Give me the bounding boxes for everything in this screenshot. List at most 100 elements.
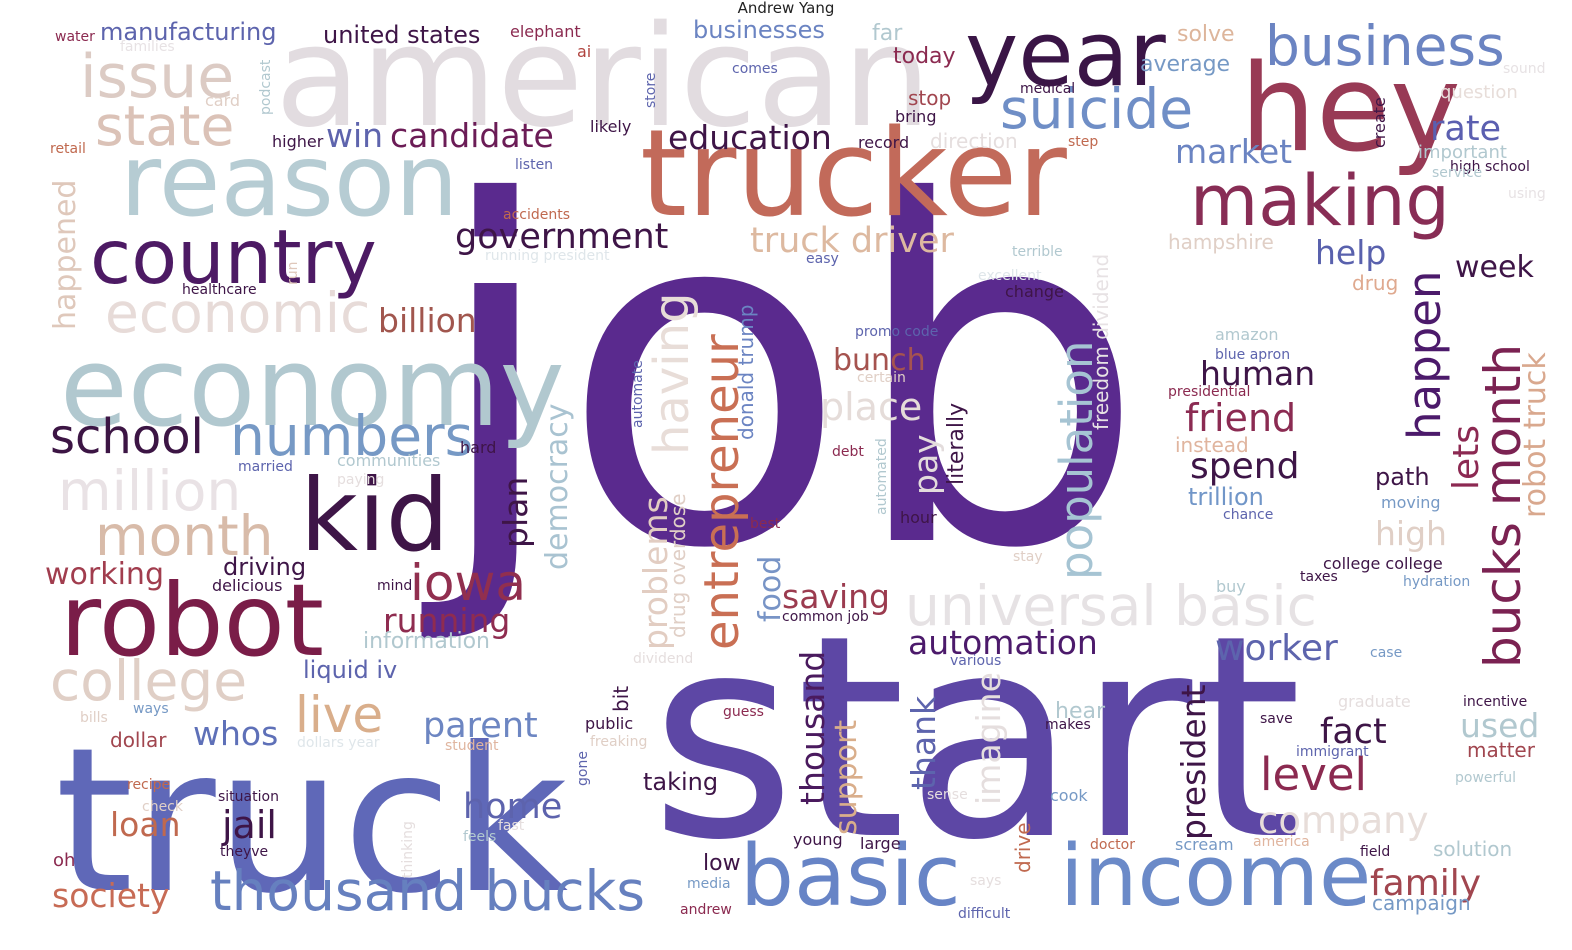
word-moving: moving: [1381, 493, 1441, 512]
word-million: million: [58, 459, 241, 523]
word-andrew: andrew: [680, 902, 732, 918]
word-media: media: [687, 876, 731, 892]
word-year: year: [965, 2, 1166, 107]
word-question: question: [1440, 82, 1518, 103]
word-market: market: [1175, 132, 1292, 171]
word-businesses: businesses: [693, 16, 825, 44]
word-immigrant: immigrant: [1296, 744, 1369, 760]
word-bucks-month: bucks month: [1474, 344, 1532, 668]
word-bunch: bunch: [833, 343, 926, 378]
word-solution: solution: [1433, 837, 1512, 861]
word-direction: direction: [930, 129, 1018, 153]
word-thousand: thousand: [793, 651, 832, 805]
word-universal-basic: universal basic: [905, 574, 1317, 638]
word-accidents: accidents: [503, 207, 570, 223]
word-fact: fact: [1320, 712, 1387, 752]
word-help: help: [1315, 233, 1386, 272]
word-likely: likely: [590, 117, 631, 136]
word-manufacturing: manufacturing: [100, 18, 276, 46]
word-taxes: taxes: [1300, 569, 1338, 585]
word-married: married: [238, 459, 293, 475]
word-blue-apron: blue apron: [1215, 347, 1290, 363]
word-robot: robot: [60, 562, 324, 679]
word-whos: whos: [193, 714, 278, 753]
word-place: place: [820, 385, 922, 429]
word-support: support: [829, 720, 864, 835]
word-excellent: excellent: [978, 268, 1042, 284]
word-field: field: [1360, 844, 1390, 860]
word-feels: feels: [463, 829, 496, 845]
word-stay: stay: [1013, 549, 1043, 565]
word-bills: bills: [80, 710, 108, 726]
word-information: information: [363, 629, 490, 654]
word-sound: sound: [1503, 61, 1546, 77]
word-hampshire: hampshire: [1168, 230, 1274, 254]
word-debt: debt: [832, 444, 864, 460]
word-campaign: campaign: [1372, 891, 1471, 915]
word-problems: problems: [636, 496, 675, 650]
word-retail: retail: [50, 141, 86, 157]
word-food: food: [753, 556, 788, 622]
word-working: working: [45, 557, 164, 592]
word-win: win: [326, 116, 383, 155]
word-water: water: [55, 29, 95, 45]
word-imagine: imagine: [969, 672, 1008, 805]
word-fast: fast: [498, 818, 525, 834]
word-situation: situation: [218, 789, 279, 805]
word-college: college: [50, 649, 247, 713]
word-billion: billion: [378, 301, 477, 340]
word-running-president: running president: [485, 248, 610, 264]
word-stop: stop: [908, 86, 951, 110]
word-income: income: [1060, 827, 1371, 926]
word-iowa: iowa: [410, 554, 526, 612]
word-thank: thank: [904, 695, 943, 790]
word-easy: easy: [806, 251, 839, 267]
word-parent: parent: [423, 706, 538, 746]
word-instead: instead: [1175, 433, 1249, 457]
word-check: check: [142, 799, 184, 815]
word-state: state: [95, 94, 234, 158]
word-making: making: [1190, 160, 1450, 242]
word-young: young: [793, 830, 843, 849]
word-sense: sense: [927, 787, 968, 803]
word-level: level: [1260, 748, 1367, 801]
word-high-school: high school: [1450, 159, 1530, 175]
word-company: company: [1258, 799, 1429, 842]
word-guess: guess: [723, 704, 764, 720]
word-suicide: suicide: [1000, 77, 1193, 141]
word-using: using: [1508, 186, 1546, 202]
word-freaking: freaking: [590, 734, 647, 750]
word-difficult: difficult: [958, 906, 1011, 922]
word-home: home: [463, 787, 562, 827]
word-large: large: [860, 834, 901, 853]
word-thousand-bucks: thousand bucks: [210, 859, 645, 923]
word-doctor: doctor: [1090, 837, 1135, 853]
word-month: month: [95, 504, 274, 568]
word-taking: taking: [643, 768, 718, 796]
word-common-job: common job: [782, 609, 869, 625]
word-worker: worker: [1215, 628, 1338, 669]
word-running: running: [383, 601, 510, 640]
word-terrible: terrible: [1012, 244, 1063, 260]
word-certain: certain: [857, 370, 906, 386]
word-friend: friend: [1185, 396, 1296, 440]
word-pay: pay: [906, 434, 945, 495]
word-dividend: dividend: [633, 651, 693, 667]
word-hear: hear: [1055, 699, 1106, 724]
word-run: run: [285, 261, 301, 285]
word-school: school: [50, 409, 204, 465]
word-population: population: [1050, 341, 1103, 580]
word-robot-truck: robot truck: [1518, 352, 1553, 518]
word-live: live: [295, 686, 383, 744]
word-society: society: [52, 876, 169, 915]
word-happen: happen: [1398, 271, 1451, 440]
word-jail: jail: [221, 803, 277, 847]
word-low: low: [703, 851, 741, 876]
word-elephant: elephant: [510, 22, 581, 41]
word-high: high: [1375, 514, 1447, 553]
word-automation: automation: [908, 623, 1098, 662]
word-podcast: podcast: [258, 59, 274, 115]
word-bring: bring: [895, 107, 936, 126]
word-today: today: [893, 44, 956, 69]
word-driving: driving: [223, 553, 306, 581]
